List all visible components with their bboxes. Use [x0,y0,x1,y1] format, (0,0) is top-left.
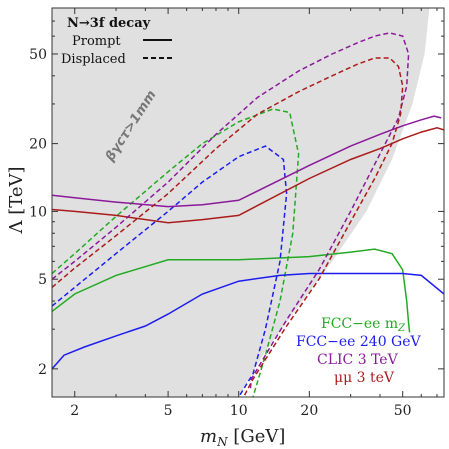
series-mumu-solid [52,127,444,224]
legend-title: N→3f decay [67,16,151,31]
x-tick-label: 50 [394,403,412,419]
legend: N→3f decay Prompt Displaced [61,16,172,67]
label-mumu: μμ 3 teV [334,370,395,386]
label-fcc-240: FCC−ee 240 GeV [296,334,422,350]
shaded-region-displaced [52,8,430,397]
series-mumu-dashed [52,57,404,397]
y-tick-label: 50 [29,47,47,63]
label-fcc-mz: FCC−ee mZ [321,316,406,334]
y-tick-label: 10 [29,204,47,220]
y-tick-label: 2 [38,362,47,378]
x-axis-title: mN [GeV] [200,426,285,449]
x-axis-title-unit: [GeV] [228,426,286,447]
y-axis-title: Λ [TeV] [6,166,27,234]
label-clic: CLIC 3 TeV [317,352,399,368]
x-tick-label: 5 [164,403,173,419]
series-fcc_240-solid [52,272,444,370]
series-clic-solid [52,115,442,208]
label-fcc-mz-sub: Z [397,323,406,334]
series-fcc_mz-solid [52,248,411,333]
series-clic-dashed [52,32,410,391]
x-axis-title-main: m [200,426,217,447]
series-fcc_240-dashed [52,145,288,397]
x-tick-label: 10 [230,403,248,419]
plot-frame [51,7,445,398]
legend-label-prompt: Prompt [72,34,121,49]
x-tick-label: 20 [300,403,318,419]
legend-label-displaced: Displaced [61,52,126,67]
x-axis-title-sub: N [216,435,228,449]
y-tick-label: 20 [29,137,47,153]
y-tick-label: 5 [38,272,47,288]
x-tick-label: 2 [70,403,79,419]
label-fcc-mz-main: FCC−ee m [321,316,398,332]
